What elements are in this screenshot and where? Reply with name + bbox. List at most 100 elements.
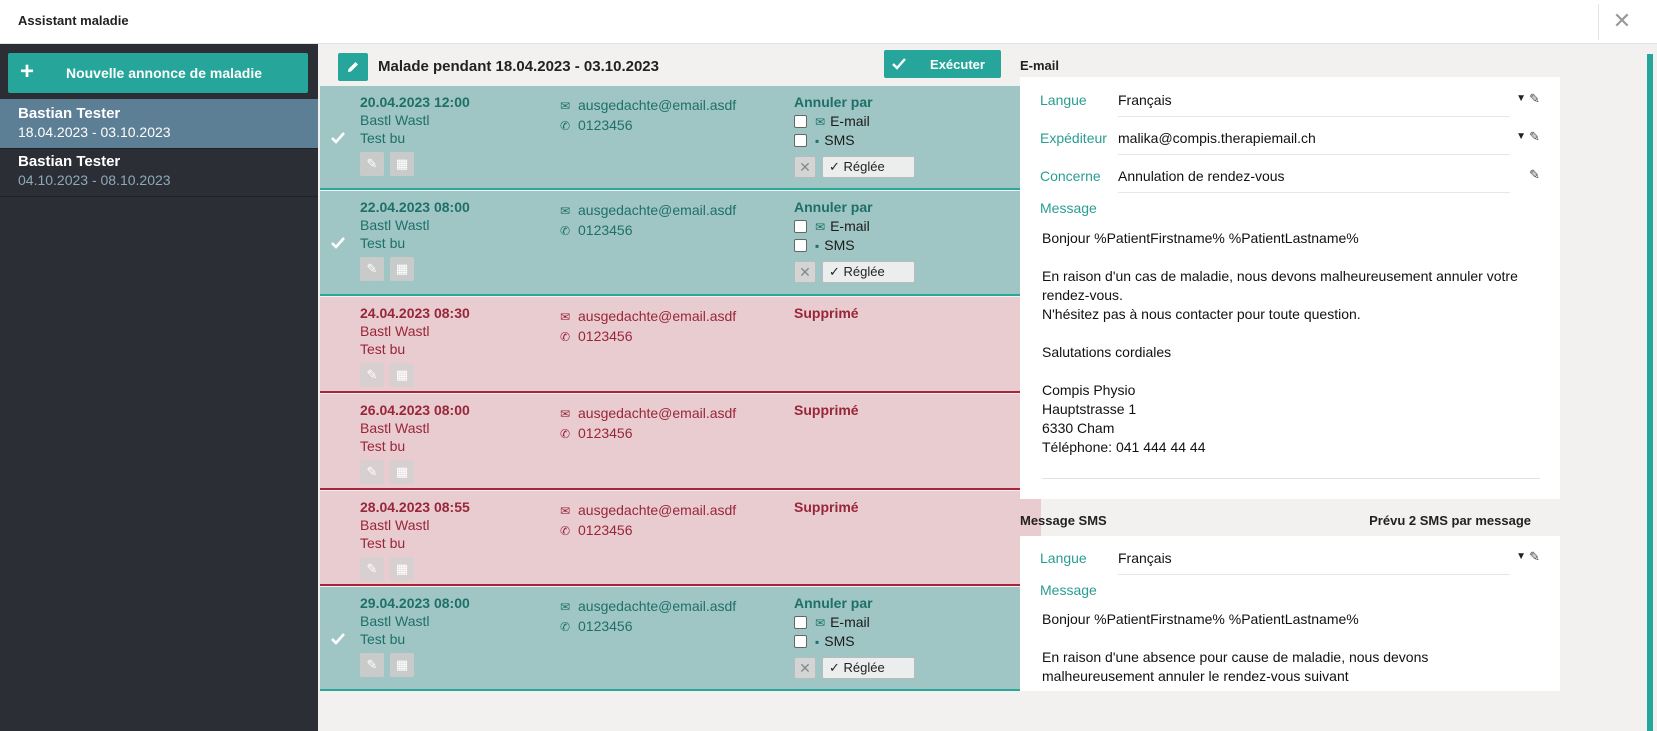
cancel-email-option[interactable]: ✉ E-mail xyxy=(794,218,870,234)
edit-icon[interactable]: ✎ xyxy=(360,152,384,176)
sms-checkbox[interactable] xyxy=(794,134,807,147)
easel-icon[interactable]: ▦ xyxy=(390,653,414,677)
cancel-email-option[interactable]: ✉ E-mail xyxy=(794,113,870,129)
email-form: Langue Français ▼ ✎ Expéditeur malika@co… xyxy=(1020,77,1560,499)
appointment-phone[interactable]: 0123456 xyxy=(578,425,633,441)
settled-button[interactable]: ✓ Réglée xyxy=(822,156,915,178)
email-language-row: Langue Français ▼ ✎ xyxy=(1040,85,1540,117)
execute-button[interactable]: Exécuter xyxy=(884,50,1001,78)
appointment-patient: Bastl Wastl xyxy=(360,112,430,128)
email-checkbox[interactable] xyxy=(794,220,807,233)
email-language-label: Langue xyxy=(1040,92,1087,108)
email-checkbox[interactable] xyxy=(794,616,807,629)
email-checkbox[interactable] xyxy=(794,115,807,128)
easel-icon[interactable]: ▦ xyxy=(390,363,414,387)
appointment-patient: Bastl Wastl xyxy=(360,613,430,629)
edit-icon[interactable]: ✎ xyxy=(360,363,384,387)
reject-button[interactable]: ✕ xyxy=(794,261,816,283)
email-sender-select[interactable]: malika@compis.therapiemail.ch xyxy=(1118,130,1510,155)
pencil-icon[interactable]: ✎ xyxy=(1529,91,1540,106)
appointments-header: Malade pendant 18.04.2023 - 03.10.2023 xyxy=(338,53,1077,83)
appointment-datetime: 20.04.2023 12:00 xyxy=(360,94,470,110)
sms-option-label: SMS xyxy=(824,132,855,148)
scrollbar-thumb[interactable] xyxy=(1647,54,1653,731)
settled-label: Réglée xyxy=(843,660,885,675)
appointment-phone[interactable]: 0123456 xyxy=(578,522,633,538)
email-message-body[interactable]: Bonjour %PatientFirstname% %PatientLastn… xyxy=(1042,229,1540,479)
close-icon[interactable]: ✕ xyxy=(1612,8,1632,33)
checked-icon[interactable] xyxy=(331,633,345,647)
appointment-patient: Bastl Wastl xyxy=(360,420,430,436)
edit-icon[interactable]: ✎ xyxy=(360,557,384,581)
appointment-row: 24.04.2023 08:30 Bastl Wastl Test bu ✎ ▦… xyxy=(320,297,1041,393)
pencil-icon[interactable]: ✎ xyxy=(1529,167,1540,182)
appointment-email[interactable]: ausgedachte@email.asdf xyxy=(578,598,737,614)
chevron-down-icon[interactable]: ▼ xyxy=(1516,93,1526,104)
checked-icon[interactable] xyxy=(331,132,345,146)
page-title: Malade pendant 18.04.2023 - 03.10.2023 xyxy=(378,58,659,75)
settled-button[interactable]: ✓ Réglée xyxy=(822,261,915,283)
email-subject-field[interactable]: Annulation de rendez-vous xyxy=(1118,168,1510,193)
easel-icon[interactable]: ▦ xyxy=(390,257,414,281)
edit-icon[interactable]: ✎ xyxy=(360,653,384,677)
cancel-sms-option[interactable]: ▪ SMS xyxy=(794,237,855,253)
phone-icon: ✆ xyxy=(560,330,571,344)
chat-icon: ▪ xyxy=(815,635,820,649)
chevron-down-icon[interactable]: ▼ xyxy=(1516,131,1526,142)
appointment-email[interactable]: ausgedachte@email.asdf xyxy=(578,97,737,113)
checked-icon[interactable] xyxy=(331,237,345,251)
email-subject-label: Concerne xyxy=(1040,168,1101,184)
envelope-icon: ✉ xyxy=(815,616,826,630)
edit-icon[interactable]: ✎ xyxy=(360,460,384,484)
sms-message-body[interactable]: Bonjour %PatientFirstname% %PatientLastn… xyxy=(1042,611,1429,684)
appointment-phone[interactable]: 0123456 xyxy=(578,222,633,238)
appointment-email[interactable]: ausgedachte@email.asdf xyxy=(578,405,737,421)
sidebar-item-sick-period[interactable]: Bastian Tester 04.10.2023 - 08.10.2023 xyxy=(0,147,318,197)
email-option-label: E-mail xyxy=(830,113,870,129)
scrollbar[interactable] xyxy=(1644,44,1657,731)
appointment-datetime: 28.04.2023 08:55 xyxy=(360,499,470,515)
settled-button[interactable]: ✓ Réglée xyxy=(822,657,915,679)
window-title: Assistant maladie xyxy=(18,13,129,28)
appointment-type: Test bu xyxy=(360,130,406,146)
appointment-phone[interactable]: 0123456 xyxy=(578,328,633,344)
appointment-type: Test bu xyxy=(360,235,406,251)
sidebar-item-name: Bastian Tester xyxy=(18,153,121,170)
email-message-label: Message xyxy=(1040,200,1097,216)
chevron-down-icon[interactable]: ▼ xyxy=(1516,551,1526,562)
phone-icon: ✆ xyxy=(560,620,571,634)
reject-button[interactable]: ✕ xyxy=(794,657,816,679)
reject-button[interactable]: ✕ xyxy=(794,156,816,178)
sms-checkbox[interactable] xyxy=(794,635,807,648)
cancel-email-option[interactable]: ✉ E-mail xyxy=(794,614,870,630)
sms-estimate: Prévu 2 SMS par message xyxy=(1369,513,1531,528)
appointment-phone[interactable]: 0123456 xyxy=(578,618,633,634)
pencil-icon[interactable]: ✎ xyxy=(1529,549,1540,564)
appointment-email[interactable]: ausgedachte@email.asdf xyxy=(578,202,737,218)
appointment-phone[interactable]: 0123456 xyxy=(578,117,633,133)
easel-icon[interactable]: ▦ xyxy=(390,557,414,581)
new-sick-report-button[interactable]: + Nouvelle annonce de maladie xyxy=(8,53,308,93)
appointment-datetime: 22.04.2023 08:00 xyxy=(360,199,470,215)
cancel-sms-option[interactable]: ▪ SMS xyxy=(794,633,855,649)
email-option-label: E-mail xyxy=(830,218,870,234)
execute-label: Exécuter xyxy=(930,57,985,72)
email-language-select[interactable]: Français xyxy=(1118,92,1510,117)
sms-checkbox[interactable] xyxy=(794,239,807,252)
appointment-datetime: 29.04.2023 08:00 xyxy=(360,595,470,611)
appointment-type: Test bu xyxy=(360,438,406,454)
sidebar-item-sick-period[interactable]: Bastian Tester 18.04.2023 - 03.10.2023 xyxy=(0,99,318,149)
appointment-patient: Bastl Wastl xyxy=(360,517,430,533)
edit-icon[interactable]: ✎ xyxy=(360,257,384,281)
pencil-icon[interactable]: ✎ xyxy=(1529,129,1540,144)
sidebar: + Nouvelle annonce de maladie Bastian Te… xyxy=(0,44,318,731)
cancel-sms-option[interactable]: ▪ SMS xyxy=(794,132,855,148)
easel-icon[interactable]: ▦ xyxy=(390,460,414,484)
phone-icon: ✆ xyxy=(560,427,571,441)
appointment-email[interactable]: ausgedachte@email.asdf xyxy=(578,502,737,518)
sms-language-select[interactable]: Français xyxy=(1118,550,1510,575)
edit-icon[interactable] xyxy=(338,53,368,81)
appointment-email[interactable]: ausgedachte@email.asdf xyxy=(578,308,737,324)
easel-icon[interactable]: ▦ xyxy=(390,152,414,176)
cancel-by-label: Annuler par xyxy=(794,94,873,110)
